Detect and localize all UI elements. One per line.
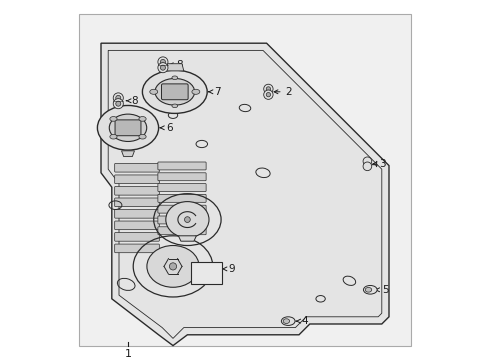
- Ellipse shape: [172, 76, 178, 80]
- Ellipse shape: [110, 117, 117, 121]
- FancyBboxPatch shape: [158, 205, 206, 213]
- Ellipse shape: [155, 78, 195, 105]
- Text: 1: 1: [124, 348, 131, 359]
- Ellipse shape: [192, 89, 200, 94]
- Circle shape: [113, 99, 123, 109]
- Circle shape: [266, 87, 270, 91]
- FancyBboxPatch shape: [115, 163, 159, 172]
- FancyBboxPatch shape: [115, 175, 159, 184]
- Text: 4: 4: [301, 316, 308, 326]
- Ellipse shape: [283, 319, 290, 323]
- Text: 3: 3: [380, 159, 386, 169]
- FancyBboxPatch shape: [158, 194, 206, 202]
- Circle shape: [264, 90, 273, 99]
- Circle shape: [266, 93, 270, 97]
- Ellipse shape: [150, 89, 158, 94]
- Text: 5: 5: [382, 285, 389, 295]
- Circle shape: [170, 263, 176, 270]
- FancyBboxPatch shape: [115, 210, 159, 218]
- Circle shape: [264, 84, 273, 94]
- FancyBboxPatch shape: [115, 221, 159, 230]
- Ellipse shape: [172, 104, 178, 108]
- FancyBboxPatch shape: [115, 233, 159, 241]
- Ellipse shape: [139, 134, 146, 139]
- Circle shape: [158, 63, 168, 73]
- Polygon shape: [178, 236, 196, 241]
- Ellipse shape: [98, 105, 159, 150]
- Ellipse shape: [143, 70, 207, 113]
- Text: 8: 8: [132, 96, 138, 106]
- Text: 8: 8: [176, 60, 183, 70]
- Text: 9: 9: [228, 264, 235, 274]
- FancyBboxPatch shape: [115, 186, 159, 195]
- FancyBboxPatch shape: [158, 184, 206, 192]
- Text: 6: 6: [166, 123, 172, 133]
- FancyBboxPatch shape: [115, 244, 159, 253]
- Circle shape: [363, 157, 372, 166]
- Ellipse shape: [139, 117, 146, 121]
- Circle shape: [160, 65, 166, 70]
- Polygon shape: [166, 64, 184, 71]
- Polygon shape: [101, 43, 389, 346]
- FancyBboxPatch shape: [115, 198, 159, 207]
- Circle shape: [185, 217, 190, 222]
- Circle shape: [363, 162, 372, 171]
- Polygon shape: [79, 14, 411, 346]
- FancyBboxPatch shape: [158, 162, 206, 170]
- Ellipse shape: [365, 287, 372, 292]
- Text: 2: 2: [285, 87, 292, 97]
- Ellipse shape: [147, 246, 199, 287]
- Ellipse shape: [166, 202, 209, 238]
- Ellipse shape: [110, 134, 117, 139]
- Ellipse shape: [109, 114, 147, 141]
- Circle shape: [116, 101, 121, 106]
- Circle shape: [160, 59, 166, 64]
- Circle shape: [158, 57, 168, 67]
- Ellipse shape: [364, 285, 377, 294]
- Polygon shape: [122, 151, 134, 157]
- FancyBboxPatch shape: [158, 173, 206, 181]
- FancyBboxPatch shape: [162, 84, 188, 100]
- Circle shape: [116, 95, 121, 100]
- Bar: [191, 262, 221, 284]
- Ellipse shape: [281, 317, 295, 325]
- FancyBboxPatch shape: [158, 216, 206, 224]
- Circle shape: [113, 93, 123, 103]
- Text: 7: 7: [215, 87, 221, 97]
- FancyBboxPatch shape: [158, 227, 206, 235]
- FancyBboxPatch shape: [115, 120, 141, 136]
